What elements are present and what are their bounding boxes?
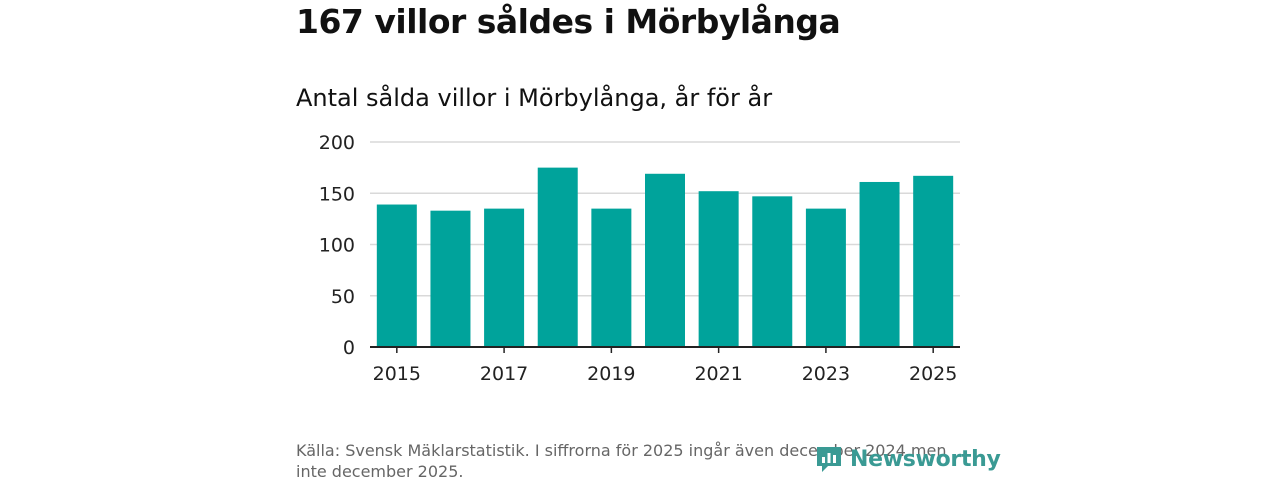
newsworthy-logo-icon <box>817 447 841 472</box>
bar-2015 <box>376 204 417 347</box>
y-tick-label: 100 <box>319 235 355 257</box>
y-tick-label: 50 <box>331 286 355 308</box>
bar-2023 <box>805 208 846 347</box>
chart-title: Antal sålda villor i Mörbylånga, år för … <box>296 84 773 112</box>
bar-2025 <box>913 175 954 347</box>
x-tick-label: 2023 <box>802 363 850 385</box>
bar-2017 <box>484 208 525 347</box>
bar-2022 <box>752 196 793 347</box>
bar-2020 <box>645 173 685 347</box>
x-tick-label: 2017 <box>480 363 528 385</box>
x-tick-label: 2019 <box>587 363 635 385</box>
headline: 167 villor såldes i Mörbylånga <box>296 2 841 41</box>
y-tick-label: 150 <box>319 183 355 205</box>
source-note: Källa: Svensk Mäklarstatistik. I siffror… <box>296 441 947 481</box>
x-tick-label: 2021 <box>694 363 742 385</box>
bar-2016 <box>430 210 471 347</box>
bar-2018 <box>537 167 578 347</box>
x-axis-ticks: 2015 2017 2019 2021 2023 2025 <box>373 347 957 385</box>
brand-name: Newsworthy <box>850 446 1001 472</box>
y-tick-label: 0 <box>343 337 355 359</box>
brand-logo: Newsworthy <box>814 444 1001 474</box>
y-tick-label: 200 <box>319 132 355 154</box>
bar-2024 <box>859 181 900 347</box>
bar-2019 <box>591 208 632 347</box>
x-tick-label: 2025 <box>909 363 957 385</box>
y-axis-ticks: 0 50 100 150 200 <box>319 132 355 359</box>
bars <box>376 167 954 347</box>
bar-chart: 0 50 100 150 200 2015 2017 2019 2021 2023 2025 <box>319 132 960 385</box>
x-tick-label: 2015 <box>373 363 421 385</box>
bar-2021 <box>698 191 739 347</box>
